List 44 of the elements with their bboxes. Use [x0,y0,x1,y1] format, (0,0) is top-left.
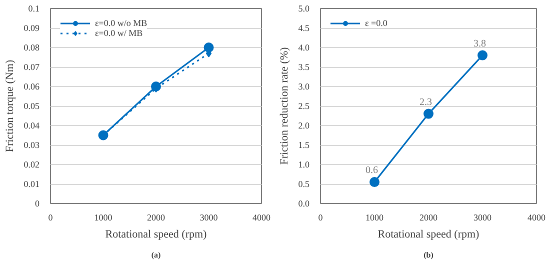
y-tick-label: 0.04 [24,120,40,130]
data-label: 2.3 [420,96,432,108]
y-tick-label: 0.06 [24,82,40,92]
y-tick-label: 1.5 [298,140,310,150]
y-tick-label: 0.1 [28,4,40,14]
y-axis-title: Friction torque (Nm) [4,60,16,152]
y-tick-label: 0.09 [24,23,40,33]
y-tick-label: 2.0 [298,120,310,130]
y-tick-label: 4.0 [298,42,310,52]
legend-label: ε=0.0 w/ MB [95,28,143,38]
x-tick-label: 0 [318,212,324,222]
legend-label: ε =0.0 [365,18,388,28]
y-tick-label: 0.05 [24,101,40,111]
y-tick-label: 0.07 [24,62,40,72]
y-tick-label: 0.08 [24,42,40,52]
y-tick-label: 3.0 [298,82,310,92]
x-tick-label: 2000 [420,212,438,222]
text: (a) [151,250,161,260]
y-tick-label: 0.02 [24,160,40,170]
y-tick-label: 5.0 [298,4,310,14]
y-axis-title: Friction reduction rate (%) [278,46,290,165]
x-tick-label: 0 [48,212,54,222]
y-tick-label: 2.5 [298,101,310,111]
y-tick-label: 0.03 [24,140,40,150]
x-tick-label: 3000 [200,212,218,222]
x-tick-label: 4000 [252,212,271,222]
y-tick-label: 4.5 [298,23,310,33]
text: (b) [424,250,434,260]
x-tick-label: 1000 [94,212,113,222]
data-label: 0.6 [366,165,378,176]
x-tick-label: 1000 [366,212,384,222]
y-tick-label: 0.0 [298,198,310,208]
y-tick-label: 0.01 [24,179,40,189]
y-tick-label: 0.5 [298,179,310,189]
data-label: 3.8 [474,38,486,50]
x-tick-label: 2000 [147,212,166,222]
y-tick-label: 0 [35,198,40,208]
y-tick-label: 1.0 [298,160,310,170]
x-axis-title: Rotational speed (rpm) [378,228,480,240]
x-tick-label: 4000 [528,212,546,222]
x-axis-title: Rotational speed (rpm) [105,228,208,240]
legend-label: ε=0.0 w/o MB [95,18,148,28]
y-tick-label: 3.5 [298,62,310,72]
x-tick-label: 3000 [474,212,492,222]
